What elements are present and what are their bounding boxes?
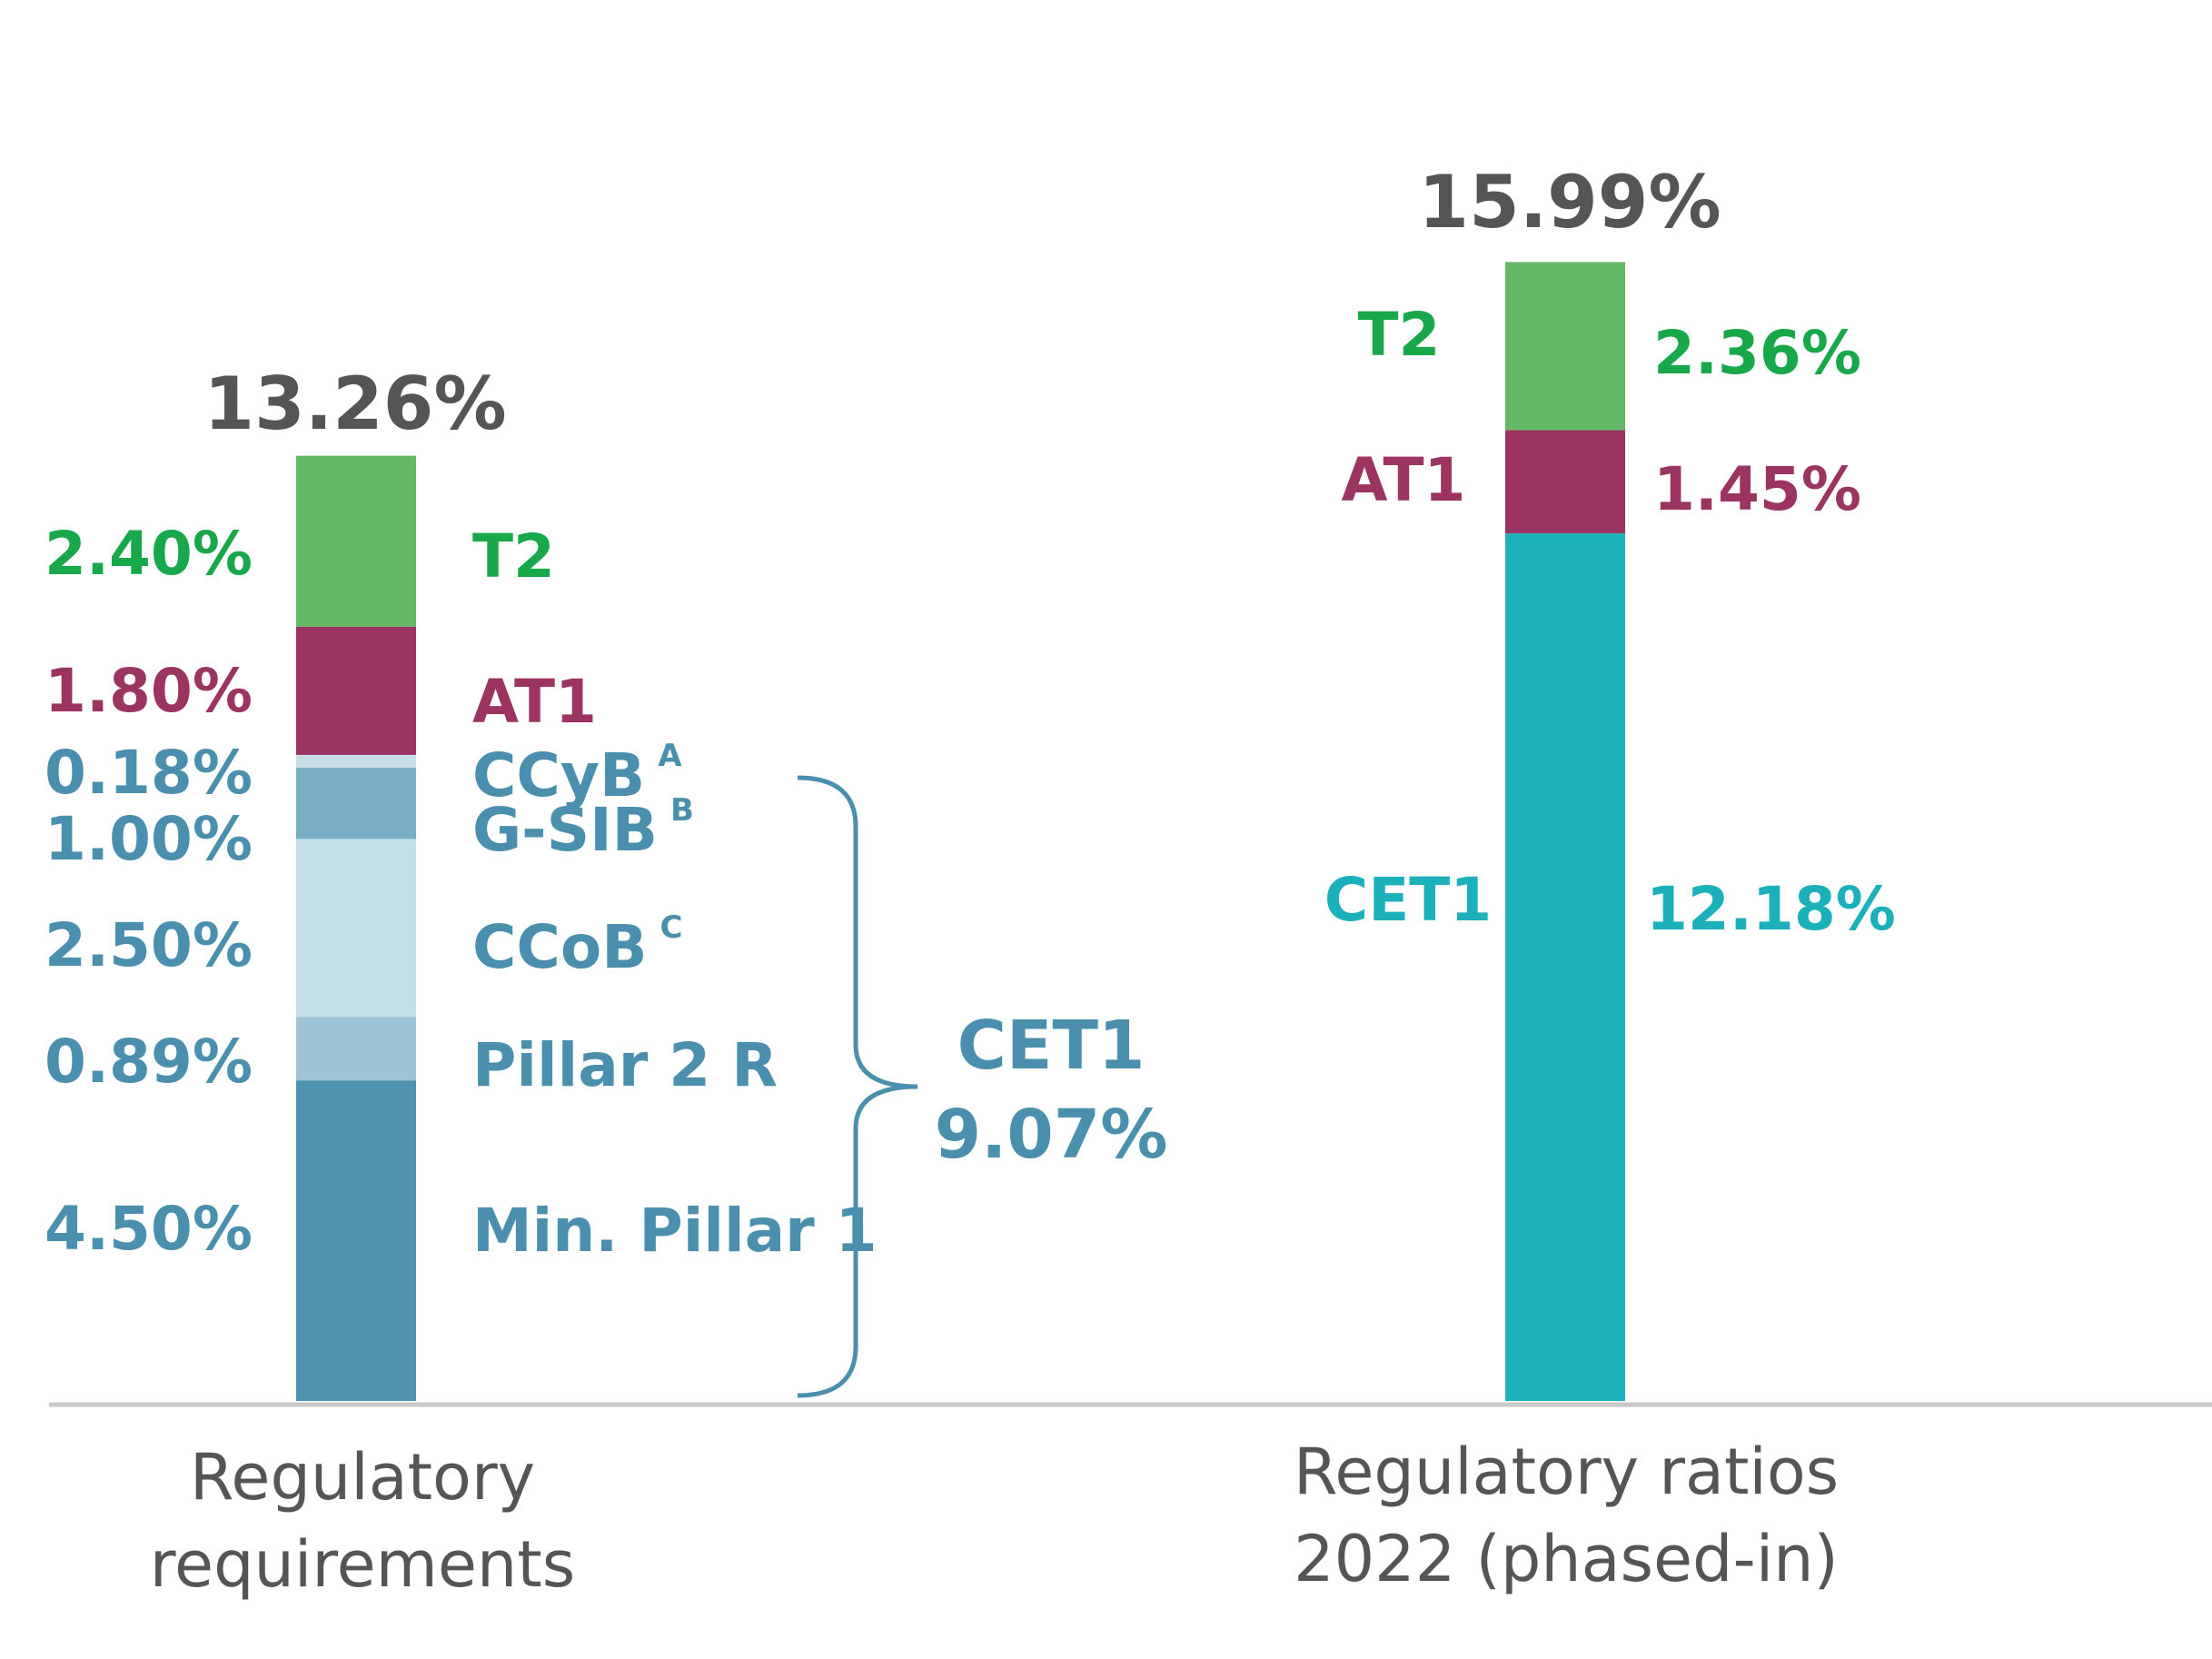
bar-segment-cet1 bbox=[1505, 533, 1625, 1401]
segment-name-label: CCoB C bbox=[472, 909, 683, 982]
annotation-name: CET1 bbox=[957, 1007, 1146, 1085]
x-category-label-line: Regulatory bbox=[189, 1440, 536, 1515]
value-label: 1.00% bbox=[45, 804, 253, 874]
segment-name-label: AT1 bbox=[472, 667, 597, 737]
segment-name-label: T2 bbox=[1357, 300, 1441, 370]
segment-name-label: Min. Pillar 1 bbox=[472, 1196, 878, 1266]
cet1-brace bbox=[797, 775, 918, 1398]
total-label: 13.26% bbox=[203, 362, 507, 446]
bar-segment-at1 bbox=[1505, 430, 1625, 534]
segment-name-label: AT1 bbox=[1341, 445, 1466, 515]
bar-segment-t2 bbox=[1505, 262, 1625, 431]
footnote-marker: B bbox=[670, 792, 694, 829]
value-label: 2.36% bbox=[1653, 318, 1861, 388]
bar-segment-t2 bbox=[296, 455, 416, 627]
segment-name-label: T2 bbox=[472, 522, 555, 591]
value-label: 12.18% bbox=[1646, 874, 1896, 944]
footnote-marker: C bbox=[660, 909, 683, 946]
x-category-label-line: requirements bbox=[149, 1527, 576, 1602]
bar-segment-g-sib bbox=[296, 768, 416, 839]
value-label: 0.18% bbox=[45, 738, 253, 808]
annotation-value: 9.07% bbox=[934, 1096, 1168, 1174]
value-label: 2.40% bbox=[45, 519, 253, 589]
x-category-label-line: Regulatory ratios bbox=[1293, 1435, 1840, 1509]
value-label: 2.50% bbox=[45, 910, 253, 980]
segment-name-label: G-SIB B bbox=[472, 792, 694, 865]
value-label: 0.89% bbox=[45, 1027, 253, 1097]
x-category-label-line: 2022 (phased-in) bbox=[1294, 1522, 1839, 1596]
bar-segment-ccob bbox=[296, 839, 416, 1018]
segment-name-label: CCyB A bbox=[472, 738, 682, 810]
value-label: 4.50% bbox=[45, 1194, 253, 1264]
bar-segment-ccyb bbox=[296, 754, 416, 769]
bar-segment-pillar-2-r bbox=[296, 1017, 416, 1081]
value-label: 1.45% bbox=[1653, 454, 1861, 524]
segment-name-label: CET1 bbox=[1324, 865, 1493, 935]
bar-segment-at1 bbox=[296, 626, 416, 755]
x-category-label: Regulatory requirements bbox=[150, 1434, 575, 1608]
value-label: 1.80% bbox=[45, 656, 253, 726]
footnote-marker: A bbox=[658, 738, 682, 774]
total-label: 15.99% bbox=[1418, 160, 1721, 244]
segment-name-label: Pillar 2 R bbox=[472, 1030, 779, 1100]
bar-segment-min-pillar-1 bbox=[296, 1080, 416, 1401]
x-category-label: Regulatory ratios 2022 (phased-in) bbox=[1294, 1428, 1839, 1603]
